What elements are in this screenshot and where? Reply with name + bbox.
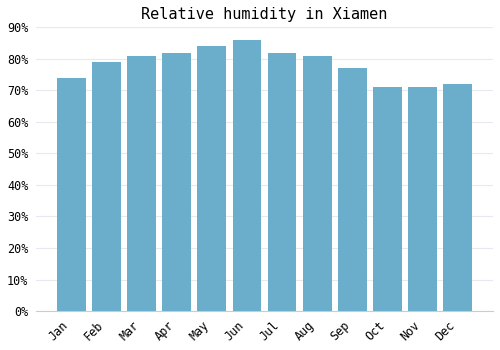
Bar: [92, 62, 120, 311]
Bar: [127, 56, 156, 311]
Bar: [408, 87, 437, 311]
Bar: [373, 87, 402, 311]
Bar: [338, 68, 367, 311]
Bar: [162, 52, 191, 311]
Bar: [232, 40, 262, 311]
Bar: [198, 46, 226, 311]
Bar: [268, 52, 296, 311]
Bar: [56, 78, 86, 311]
Bar: [303, 56, 332, 311]
Bar: [444, 84, 472, 311]
Title: Relative humidity in Xiamen: Relative humidity in Xiamen: [142, 7, 388, 22]
